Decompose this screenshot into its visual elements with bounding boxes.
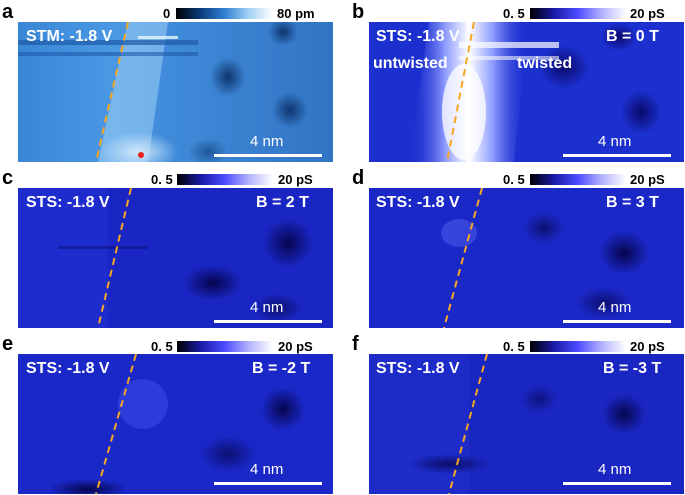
colorbar-max-label: 20 pS — [630, 339, 665, 354]
scale-bar-label: 4 nm — [598, 461, 632, 478]
untwisted-label: untwisted — [373, 55, 448, 72]
scale-bar-label: 4 nm — [250, 133, 284, 150]
field-label: B = 0 T — [606, 28, 659, 45]
colorbar — [177, 174, 273, 185]
stm-image — [18, 22, 333, 162]
field-label: B = 2 T — [256, 194, 309, 211]
panel-letter: a — [2, 1, 14, 23]
scale-bar — [214, 320, 322, 323]
scale-bar-label: 4 nm — [598, 133, 632, 150]
panel-letter: e — [2, 333, 14, 355]
colorbar-max-label: 20 pS — [278, 172, 313, 187]
colorbar-min-label: 0. 5 — [503, 172, 525, 187]
field-label: B = -2 T — [252, 360, 311, 377]
colorbar — [177, 341, 273, 352]
field-label: B = 3 T — [606, 194, 659, 211]
image-title: STM: -1.8 V — [26, 28, 113, 45]
field-label: B = -3 T — [603, 360, 662, 377]
colorbar — [530, 174, 626, 185]
colorbar-max-label: 20 pS — [630, 6, 665, 21]
colorbar-min-label: 0. 5 — [503, 6, 525, 21]
scale-bar — [214, 154, 322, 157]
colorbar-max-label: 80 pm — [277, 6, 315, 21]
sts-image — [369, 188, 684, 328]
scale-bar — [563, 320, 671, 323]
colorbar — [530, 8, 626, 19]
colorbar — [530, 341, 626, 352]
scale-bar — [563, 154, 671, 157]
sts-image — [369, 22, 684, 162]
panel-letter: f — [352, 333, 359, 355]
sts-image — [369, 354, 684, 494]
image-title: STS: -1.8 V — [376, 194, 460, 211]
image-title: STS: -1.8 V — [26, 194, 110, 211]
scale-bar — [563, 482, 671, 485]
panel-letter: b — [352, 1, 365, 23]
panel-letter: d — [352, 167, 365, 189]
scale-bar-label: 4 nm — [250, 299, 284, 316]
image-title: STS: -1.8 V — [376, 28, 460, 45]
colorbar-max-label: 20 pS — [630, 172, 665, 187]
image-title: STS: -1.8 V — [376, 360, 460, 377]
sts-image — [18, 354, 333, 494]
sts-image — [18, 188, 333, 328]
scale-bar — [214, 482, 322, 485]
colorbar — [176, 8, 272, 19]
colorbar-min-label: 0 — [163, 6, 171, 21]
colorbar-max-label: 20 pS — [278, 339, 313, 354]
colorbar-min-label: 0. 5 — [151, 172, 173, 187]
scale-bar-label: 4 nm — [250, 461, 284, 478]
image-title: STS: -1.8 V — [26, 360, 110, 377]
panel-letter: c — [2, 167, 14, 189]
colorbar-min-label: 0. 5 — [151, 339, 173, 354]
scale-bar-label: 4 nm — [598, 299, 632, 316]
colorbar-min-label: 0. 5 — [503, 339, 525, 354]
twisted-label: twisted — [517, 55, 573, 72]
